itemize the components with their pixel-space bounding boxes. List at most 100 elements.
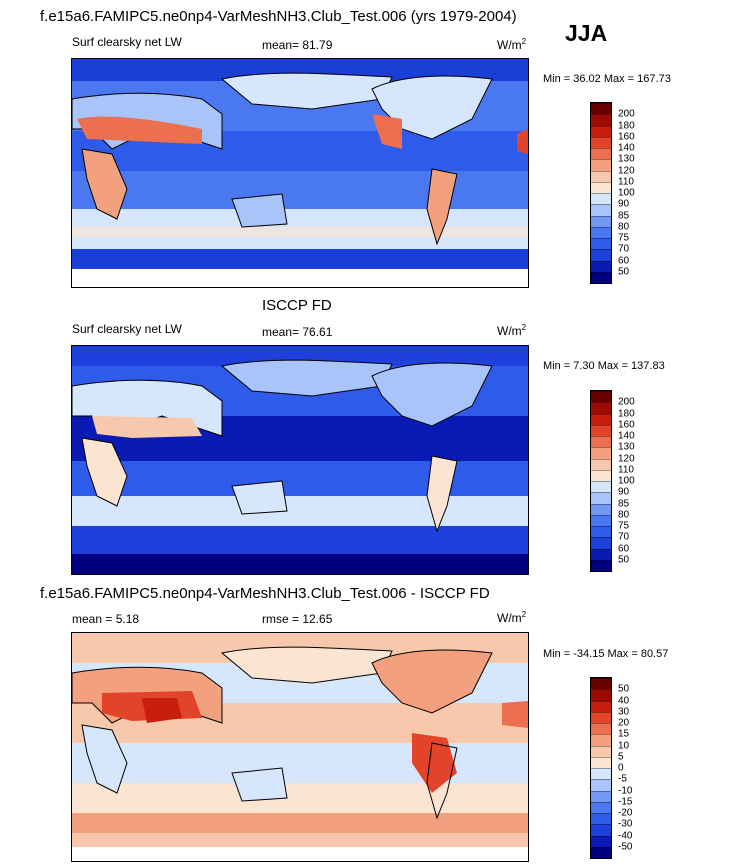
- colorbar-segment: [591, 711, 611, 723]
- colorbar-segment: [591, 745, 611, 757]
- colorbar-segment: [591, 114, 611, 126]
- colorbar-tick-label: 75: [618, 520, 630, 532]
- colorbar-segment: [591, 402, 611, 414]
- panel3-units: W/m2: [497, 610, 527, 625]
- panel3-map: [71, 632, 529, 862]
- colorbar-tick-label: -20: [618, 807, 633, 819]
- colorbar-tick-label: 140: [618, 142, 635, 154]
- colorbar-segment: [591, 734, 611, 746]
- colorbar-tick-label: -30: [618, 818, 633, 830]
- colorbar-tick-label: 10: [618, 740, 630, 751]
- panel2-colorbar: 50 60 70 75 80 85 90 100 110 120 130 140 160 180 200: [590, 390, 635, 572]
- panel1-mean-label: mean= 81.79: [262, 38, 333, 52]
- colorbar-segment: [591, 678, 611, 690]
- colorbar-segment: [591, 779, 611, 791]
- season-label: JJA: [565, 20, 608, 46]
- colorbar-segment: [591, 790, 611, 802]
- panel2-variable-label: Surf clearsky net LW: [72, 322, 182, 336]
- colorbar-tick-label: -10: [618, 785, 633, 796]
- colorbar-segment: [591, 391, 611, 403]
- colorbar-segment: [591, 458, 611, 470]
- panel1-variable-label: Surf clearsky net LW: [72, 35, 182, 49]
- colorbar-segment: [591, 170, 611, 182]
- colorbar-tick-label: 100: [618, 187, 635, 199]
- colorbar-tick-label: 130: [618, 441, 635, 453]
- colorbar-segment: [591, 756, 611, 768]
- colorbar-tick-label: 130: [618, 153, 635, 165]
- colorbar-tick-label: 70: [618, 531, 630, 543]
- panel1-title: f.e15a6.FAMIPC5.ne0np4-VarMeshNH3.Club_T…: [40, 8, 517, 25]
- panel1-minmax: Min = 36.02 Max = 167.73: [543, 73, 671, 85]
- colorbar-tick-label: -50: [618, 841, 633, 853]
- colorbar-tick-label: 200: [618, 108, 635, 120]
- colorbar-tick-label: 75: [618, 232, 630, 244]
- colorbar-tick-label: -15: [618, 796, 633, 808]
- colorbar-segment: [591, 181, 611, 193]
- panel3-title: f.e15a6.FAMIPC5.ne0np4-VarMeshNH3.Club_T…: [40, 585, 490, 602]
- colorbar-segment: [591, 424, 611, 436]
- colorbar-tick-label: 110: [618, 176, 634, 188]
- colorbar-tick-label: 100: [618, 475, 635, 487]
- colorbar-tick-label: -40: [618, 830, 633, 841]
- panel3-mean-label: mean = 5.18: [72, 612, 140, 626]
- colorbar-segment: [591, 768, 611, 780]
- panel3-minmax: Min = -34.15 Max = 80.57: [543, 648, 669, 660]
- colorbar-tick-label: 50: [618, 554, 630, 566]
- colorbar-tick-label: -5: [618, 773, 627, 785]
- colorbar-tick-label: 60: [618, 543, 630, 554]
- panel2-units: W/m2: [497, 323, 527, 338]
- colorbar-segment: [591, 136, 611, 148]
- colorbar-segment: [591, 813, 611, 825]
- panel2-title: ISCCP FD: [262, 297, 332, 314]
- colorbar-segment: [591, 723, 611, 735]
- colorbar-segment: [591, 689, 611, 701]
- colorbar-segment: [591, 148, 611, 160]
- colorbar-segment: [591, 204, 611, 216]
- colorbar-tick-label: 0: [618, 762, 624, 774]
- colorbar-segment: [591, 238, 611, 250]
- colorbar-tick-label: 80: [618, 509, 630, 521]
- colorbar-tick-label: 160: [618, 131, 635, 143]
- colorbar-tick-label: 110: [618, 464, 634, 476]
- colorbar-segment: [591, 526, 611, 538]
- colorbar-tick-label: 15: [618, 728, 630, 740]
- panel1-units: W/m2: [497, 37, 527, 52]
- colorbar-segment: [591, 193, 611, 205]
- colorbar-segment: [591, 125, 611, 137]
- colorbar-tick-label: 20: [618, 717, 630, 729]
- colorbar-tick-label: 200: [618, 396, 635, 408]
- colorbar-segment: [591, 159, 611, 171]
- colorbar-tick-label: 85: [618, 498, 630, 509]
- colorbar-segment: [591, 801, 611, 813]
- colorbar-tick-label: 50: [618, 266, 630, 278]
- colorbar-segment: [591, 481, 611, 493]
- colorbar-segment: [591, 492, 611, 504]
- colorbar-segment: [591, 824, 611, 836]
- panel1-colorbar: 50 60 70 75 80 85 90 100 110 120 130 140 160 180 200: [590, 102, 635, 284]
- panel3-rmse-label: rmse = 12.65: [262, 612, 333, 626]
- panel2-map: [71, 345, 529, 575]
- colorbar-segment: [591, 700, 611, 712]
- panel2-minmax: Min = 7.30 Max = 137.83: [543, 360, 665, 372]
- colorbar-tick-label: 50: [618, 683, 630, 695]
- colorbar-segment: [591, 436, 611, 448]
- colorbar-segment: [591, 249, 611, 261]
- panel1-map: [71, 58, 529, 288]
- colorbar-tick-label: 160: [618, 419, 635, 431]
- colorbar-segment: [591, 548, 611, 560]
- colorbar-segment: [591, 260, 611, 272]
- colorbar-segment: [591, 271, 611, 283]
- colorbar-tick-label: 120: [618, 165, 635, 176]
- colorbar-tick-label: 120: [618, 453, 635, 464]
- colorbar-segment: [591, 835, 611, 847]
- colorbar-tick-label: 90: [618, 198, 630, 210]
- colorbar-segment: [591, 215, 611, 227]
- colorbar-segment: [591, 413, 611, 425]
- colorbar-tick-label: 70: [618, 243, 630, 255]
- colorbar-segment: [591, 226, 611, 238]
- colorbar-tick-label: 5: [618, 751, 624, 763]
- colorbar-tick-label: 80: [618, 221, 630, 233]
- colorbar-segment: [591, 559, 611, 571]
- colorbar-tick-label: 90: [618, 486, 630, 498]
- panel3-colorbar: -50 -40 -30 -20 -15 -10 -5 0 5 10 15 20 30 40 50: [590, 677, 632, 859]
